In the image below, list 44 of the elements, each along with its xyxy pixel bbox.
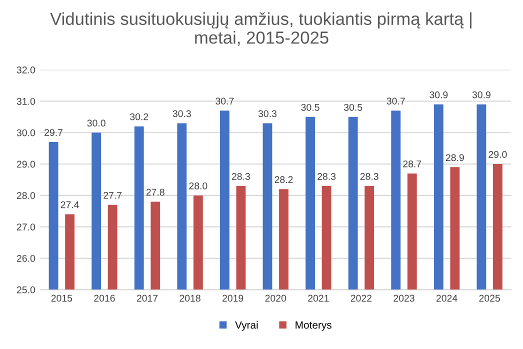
data-label: 30.3 [172, 110, 191, 118]
data-label: 29.0 [488, 151, 507, 158]
x-tick-label: 2021 [308, 294, 329, 302]
data-label: 30.7 [386, 98, 405, 105]
data-label: 27.4 [60, 201, 79, 208]
data-label: 27.8 [146, 188, 164, 196]
data-label: 30.3 [258, 110, 277, 118]
data-label: 28.3 [360, 173, 378, 180]
data-label: 29.7 [44, 129, 63, 136]
x-tick-label: 2016 [94, 294, 115, 302]
x-tick-label: 2023 [394, 294, 414, 302]
y-tick-label: 26.0 [16, 254, 36, 262]
data-label: 28.3 [318, 173, 336, 180]
y-tick-label: 32.0 [16, 66, 36, 74]
x-tick-label: 2019 [222, 294, 244, 302]
chart-title: Vidutinis susituokusiųjų amžius, tuokiantis pirmą kartą | metai, 2015-2025 [50, 12, 472, 46]
data-label: 28.7 [403, 160, 422, 168]
data-label: 30.0 [87, 120, 106, 127]
data-label: 28.3 [232, 173, 250, 180]
data-label: 30.7 [216, 98, 234, 105]
data-label: 28.0 [189, 182, 208, 190]
data-label: 30.2 [130, 113, 148, 120]
x-tick-label: 2024 [436, 294, 458, 302]
data-label: 27.7 [104, 192, 122, 199]
data-label: 30.9 [472, 91, 490, 98]
x-tick-label: 2018 [180, 294, 200, 302]
x-tick-label: 2015 [51, 294, 72, 302]
data-label: 28.2 [274, 176, 293, 184]
data-label: 28.9 [446, 154, 464, 162]
x-tick-label: 2020 [265, 294, 286, 302]
y-tick-label: 27.0 [16, 224, 36, 230]
x-tick-label: 2025 [479, 294, 500, 302]
y-tick-label: 29.0 [16, 160, 36, 168]
x-tick-label: 2017 [136, 294, 158, 302]
x-tick-label: 2022 [350, 294, 372, 302]
y-tick-label: 30.0 [16, 129, 36, 136]
data-label: 30.5 [301, 104, 320, 111]
data-label: 30.5 [344, 104, 362, 111]
legend-label: Moterys [296, 321, 332, 331]
y-tick-label: 25.0 [16, 286, 36, 294]
data-label: 30.9 [430, 91, 448, 98]
y-tick-label: 28.0 [16, 192, 36, 200]
y-tick-label: 31.0 [16, 98, 36, 105]
legend-label: Vyrai [235, 321, 258, 331]
